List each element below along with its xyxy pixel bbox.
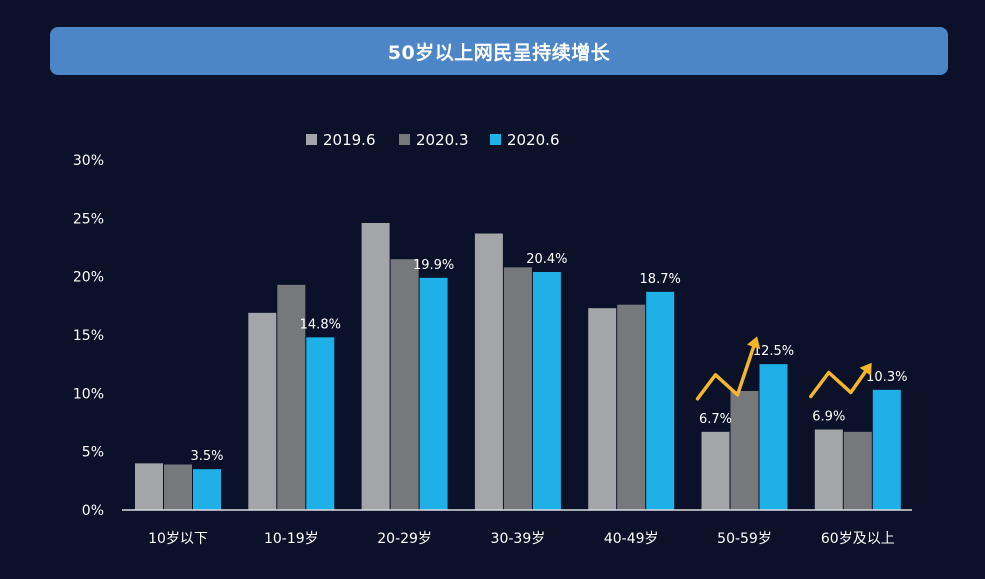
data-label: 20.4% xyxy=(526,252,567,267)
data-label: 12.5% xyxy=(753,344,794,359)
bar xyxy=(474,233,503,510)
data-label: 10.3% xyxy=(866,370,907,385)
bar xyxy=(277,284,306,510)
data-label: 6.7% xyxy=(699,412,732,427)
bar xyxy=(193,469,221,510)
x-tick-label: 10岁以下 xyxy=(148,531,208,547)
bar xyxy=(532,272,561,510)
x-tick-label: 10-19岁 xyxy=(264,531,319,547)
y-tick-label: 20% xyxy=(73,270,104,286)
bar xyxy=(248,312,277,510)
x-tick-label: 30-39岁 xyxy=(491,531,546,547)
y-tick-label: 10% xyxy=(73,386,104,402)
bar xyxy=(701,431,730,510)
y-tick-label: 25% xyxy=(73,211,104,227)
data-labels: 3.5% 14.8% 19.9% 20.4% 18.7% 6.7% 12.5% 6.9% 10.… xyxy=(190,252,907,464)
legend-label: 2019.6 xyxy=(323,131,376,149)
bar xyxy=(646,291,675,510)
bar xyxy=(503,267,532,510)
trend-arrow-line xyxy=(695,339,758,401)
trend-arrow-head xyxy=(746,336,761,350)
x-tick-label: 50-59岁 xyxy=(717,531,772,547)
trend-arrow-head xyxy=(859,362,872,376)
legend-swatch xyxy=(490,134,501,145)
bar xyxy=(419,277,448,510)
bar xyxy=(361,223,390,510)
y-tick-label: 5% xyxy=(82,445,104,461)
chart-legend: 2019.6 2020.3 2020.6 xyxy=(306,131,560,149)
bar xyxy=(872,389,901,510)
y-axis: 0% 5% 10% 15% 20% 25% 30% xyxy=(73,153,104,519)
bar xyxy=(164,464,192,510)
bar xyxy=(759,364,788,510)
bar xyxy=(306,337,335,510)
title-banner: 50岁以上网民呈持续增长 xyxy=(50,27,948,75)
trend-arrows xyxy=(695,336,872,401)
legend-label: 2020.3 xyxy=(416,131,469,149)
legend-label: 2020.6 xyxy=(507,131,560,149)
data-label: 19.9% xyxy=(413,258,454,273)
x-axis: 10岁以下 10-19岁 20-29岁 30-39岁 40-49岁 50-59岁 60岁及以… xyxy=(122,509,912,547)
x-tick-label: 60岁及以上 xyxy=(821,531,895,547)
trend-arrow-line xyxy=(809,365,871,399)
bar xyxy=(843,431,872,510)
x-tick-label: 40-49岁 xyxy=(604,531,659,547)
bar xyxy=(814,429,843,510)
bar xyxy=(135,463,163,510)
y-tick-label: 0% xyxy=(82,503,104,519)
bars-group xyxy=(135,223,901,510)
page-title: 50岁以上网民呈持续增长 xyxy=(387,41,611,64)
x-tick-label: 20-29岁 xyxy=(377,531,432,547)
bar xyxy=(588,308,617,510)
bar xyxy=(390,259,419,510)
bar xyxy=(730,391,759,510)
legend-swatch xyxy=(306,134,317,145)
y-tick-label: 15% xyxy=(73,328,104,344)
bar xyxy=(617,304,646,510)
data-label: 3.5% xyxy=(190,449,223,464)
data-label: 6.9% xyxy=(812,410,845,425)
y-tick-label: 30% xyxy=(73,153,104,169)
data-label: 18.7% xyxy=(640,272,681,287)
data-label: 14.8% xyxy=(300,317,341,332)
legend-swatch xyxy=(399,134,410,145)
